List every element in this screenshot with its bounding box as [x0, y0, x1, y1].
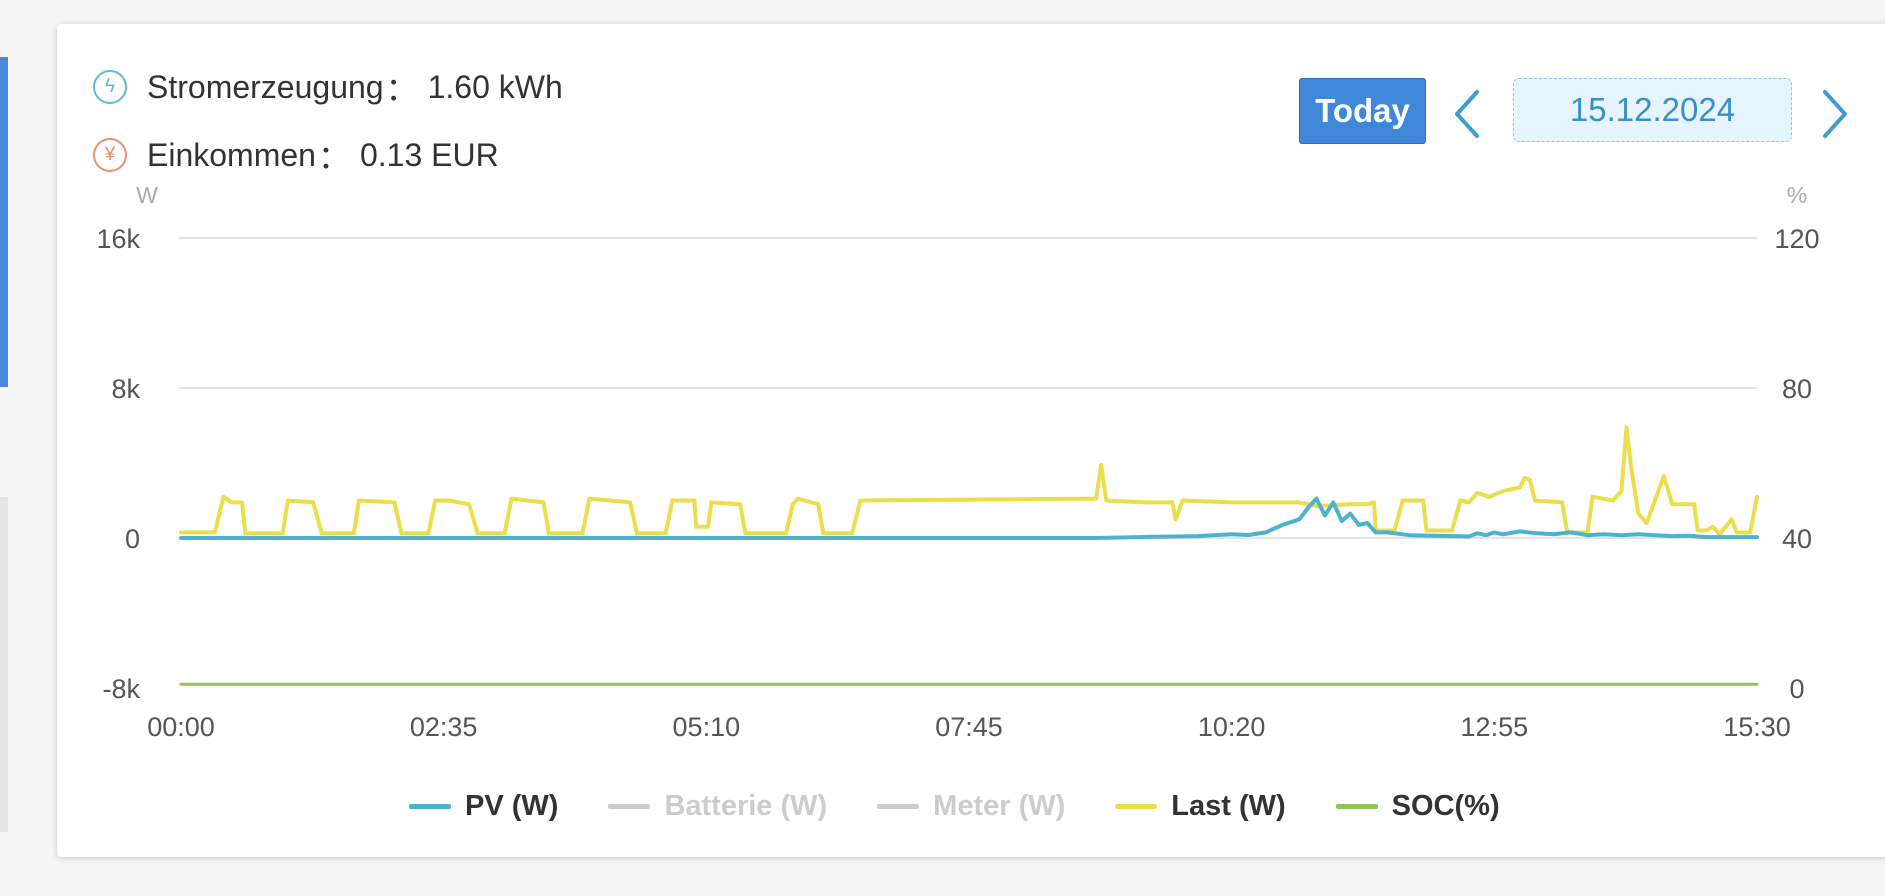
y-left-unit: W — [136, 182, 158, 208]
legend-item-soc[interactable]: SOC(%) — [1335, 790, 1500, 823]
x-tick-label: 00:00 — [147, 712, 215, 742]
legend-swatch — [608, 804, 651, 809]
legend-label: Last (W) — [1171, 790, 1286, 822]
generation-stat: ϟ Stromerzeugung ： 1.60 kWh — [93, 64, 563, 110]
legend-swatch — [1335, 804, 1378, 809]
legend-swatch — [877, 804, 920, 809]
x-tick-label: 12:55 — [1461, 712, 1529, 742]
series-line-pv-w — [179, 496, 1759, 540]
side-panel — [0, 497, 8, 832]
series-line-last-w — [179, 425, 1759, 537]
legend-item-last-w[interactable]: Last (W) — [1115, 790, 1286, 823]
y-right-tick-label: 0 — [1789, 674, 1804, 704]
income-label: Einkommen — [147, 136, 316, 173]
legend-item-batterie-w[interactable]: Batterie (W) — [608, 790, 827, 823]
income-stat: ¥ Einkommen ： 0.13 EUR — [93, 132, 499, 178]
x-tick-label: 10:20 — [1198, 712, 1266, 742]
legend-label: Meter (W) — [933, 790, 1066, 822]
chevron-right-icon[interactable] — [1813, 86, 1853, 142]
y-right-tick-label: 120 — [1774, 224, 1819, 254]
y-left-tick-label: 8k — [111, 374, 140, 404]
y-left-tick-label: 0 — [125, 524, 140, 554]
x-tick-label: 15:30 — [1723, 712, 1791, 742]
x-tick-label: 05:10 — [673, 712, 741, 742]
generation-separator: ： — [385, 71, 418, 107]
chart-legend: PV (W) Batterie (W) Meter (W) Last (W) SOC(%… — [409, 790, 1550, 823]
income-value: 0.13 EUR — [359, 136, 499, 173]
legend-item-pv-w[interactable]: PV (W) — [409, 790, 558, 823]
today-button[interactable]: Today — [1299, 78, 1426, 144]
x-tick-label: 07:45 — [935, 712, 1003, 742]
legend-swatch — [409, 804, 451, 809]
yen-icon: ¥ — [93, 138, 127, 172]
chart-card: ϟ Stromerzeugung ： 1.60 kWh ¥ Einkommen … — [57, 24, 1885, 857]
y-right-unit: % — [1787, 182, 1807, 208]
power-chart: 16k 120 8k 80 0 40 -8k 0 W % 00:00 02:35 05:10 07:45 1… — [96, 182, 1819, 742]
legend-label: PV (W) — [465, 790, 559, 822]
lightning-icon: ϟ — [93, 70, 127, 104]
y-right-tick-label: 40 — [1782, 524, 1812, 554]
y-left-tick-label: -8k — [102, 674, 140, 704]
legend-item-meter-w[interactable]: Meter (W) — [877, 790, 1065, 823]
legend-label: Batterie (W) — [664, 790, 828, 822]
x-tick-label: 02:35 — [410, 712, 478, 742]
date-picker[interactable]: 15.12.2024 — [1513, 78, 1792, 142]
chevron-left-icon[interactable] — [1449, 86, 1489, 142]
side-panel-accent — [0, 57, 8, 387]
y-left-tick-label: 16k — [96, 224, 140, 254]
income-separator: ： — [317, 139, 350, 175]
legend-label: SOC(%) — [1391, 790, 1500, 822]
y-right-tick-label: 80 — [1782, 374, 1812, 404]
generation-value: 1.60 kWh — [427, 68, 563, 105]
legend-swatch — [1115, 804, 1158, 809]
generation-label: Stromerzeugung — [147, 68, 384, 105]
